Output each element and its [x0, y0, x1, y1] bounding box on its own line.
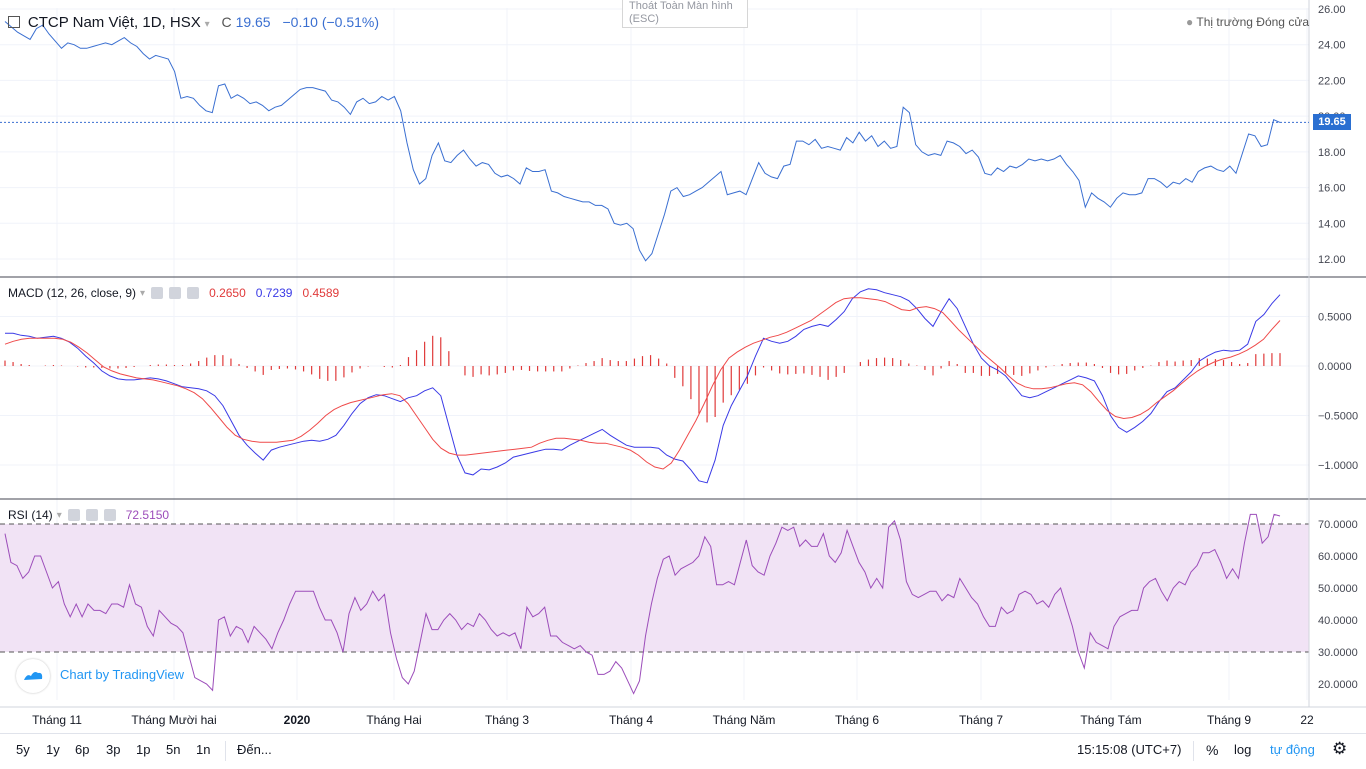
macd-lines [4, 288, 1281, 484]
price-line [4, 21, 1281, 262]
chevron-down-icon[interactable]: ▾ [56, 509, 62, 521]
y-axis: 12.0014.0016.0018.0020.0022.0024.0026.00… [1318, 4, 1358, 691]
percent-scale-toggle[interactable]: % [1206, 742, 1219, 758]
collapse-icon[interactable] [8, 16, 20, 28]
time-tick-label: Tháng 4 [609, 713, 653, 727]
symbol-title[interactable]: CTCP Nam Việt, 1D, HSX [27, 14, 201, 31]
time-tick-label: 2020 [284, 713, 311, 727]
range-button-5n[interactable]: 5n [166, 742, 181, 757]
rsi-title[interactable]: RSI (14) [8, 508, 53, 522]
exit-fullscreen-button[interactable]: Thoát Toàn Màn hình (ESC) [622, 0, 748, 28]
time-tick-label: Tháng Năm [713, 713, 776, 727]
exit-fullscreen-label: Thoát Toàn Màn hình [629, 0, 733, 12]
toolbar-divider [225, 741, 226, 761]
rsi-series [4, 513, 1281, 695]
rsi-tick-label: 20.0000 [1318, 679, 1358, 691]
goto-date-button[interactable]: Đến... [237, 742, 272, 757]
macd-legend: MACD (12, 26, close, 9) ▾ 0.2650 0.7239 … [8, 286, 339, 300]
rsi-tick-label: 30.0000 [1318, 647, 1358, 659]
time-tick-label: Tháng 11 [32, 713, 82, 727]
chart-header: CTCP Nam Việt, 1D, HSX ▾ C 19.65 −0.10 (… [8, 14, 379, 31]
gear-icon[interactable] [169, 287, 182, 299]
range-button-1p[interactable]: 1p [136, 742, 151, 757]
market-status-text: Thị trường Đóng cửa [1196, 15, 1310, 29]
x-axis: Tháng 11 Tháng Mười hai 2020 Tháng Hai Tháng… [32, 713, 1314, 727]
range-button-1y[interactable]: 1y [46, 742, 60, 757]
auto-scale-toggle[interactable]: tự động [1270, 742, 1315, 757]
last-price-tag: 19.65 [1313, 114, 1351, 131]
macd-title[interactable]: MACD (12, 26, close, 9) [8, 286, 137, 300]
time-tick-label: Tháng 9 [1207, 713, 1251, 727]
price-series [4, 21, 1281, 262]
time-tick-label: Tháng 6 [835, 713, 879, 727]
rsi-tick-label: 40.0000 [1318, 615, 1358, 627]
time-tick-label: Tháng 7 [959, 713, 1003, 727]
tradingview-link[interactable]: Chart by TradingView [60, 667, 185, 682]
bottom-toolbar: 5y 1y 6p 3p 1p 5n 1n Đến... 15:15:08 (UT… [0, 733, 1366, 769]
tradingview-logo-icon[interactable] [16, 659, 50, 693]
macd-signal-value: 0.4589 [302, 286, 340, 300]
range-button-3p[interactable]: 3p [106, 742, 121, 757]
macd-tick-label: 0.5000 [1318, 312, 1352, 324]
rsi-band [0, 523, 1309, 653]
time-tick-label: Tháng 3 [485, 713, 529, 727]
rsi-band-fill [0, 524, 1309, 652]
log-scale-toggle[interactable]: log [1234, 742, 1252, 757]
price-tick-label: 26.00 [1318, 4, 1346, 16]
price-tick-label: 14.00 [1318, 218, 1346, 230]
chevron-down-icon[interactable]: ▾ [140, 287, 146, 299]
close-label: C [221, 14, 232, 30]
macd-histogram [4, 335, 1281, 423]
time-tick-label: Tháng Mười hai [131, 713, 216, 727]
price-change: −0.10 (−0.51%) [282, 14, 380, 30]
gear-icon[interactable] [85, 509, 98, 521]
rsi-tick-label: 50.0000 [1318, 583, 1358, 595]
rsi-value: 72.5150 [125, 508, 170, 522]
status-dot-icon: ● [1186, 15, 1194, 29]
macd-value: 0.7239 [255, 286, 293, 300]
macd-tick-label: −0.5000 [1318, 411, 1358, 423]
time-tick-label: 22 [1300, 713, 1314, 727]
toolbar-divider [1193, 741, 1194, 761]
price-tick-label: 16.00 [1318, 183, 1346, 195]
time-tick-label: Tháng Tám [1080, 713, 1141, 727]
macd-tick-label: −1.0000 [1318, 460, 1358, 472]
price-tick-label: 24.00 [1318, 40, 1346, 52]
range-button-1n[interactable]: 1n [196, 742, 211, 757]
rsi-tick-label: 60.0000 [1318, 551, 1358, 563]
rsi-tick-label: 70.0000 [1318, 519, 1358, 531]
close-value: 19.65 [235, 14, 271, 30]
market-status: ● Thị trường Đóng cửa [1186, 15, 1309, 29]
price-tick-label: 22.00 [1318, 75, 1346, 87]
macd-hist-value: 0.2650 [209, 286, 246, 300]
rsi-line [4, 513, 1281, 695]
chevron-down-icon[interactable]: ▾ [204, 19, 210, 30]
clock-display[interactable]: 15:15:08 (UTC+7) [1077, 742, 1182, 757]
price-tick-label: 12.00 [1318, 254, 1346, 266]
range-button-5y[interactable]: 5y [16, 742, 30, 757]
range-button-6p[interactable]: 6p [75, 742, 90, 757]
eye-icon[interactable] [67, 509, 80, 521]
rsi-legend: RSI (14) ▾ 72.5150 [8, 508, 169, 522]
macd-line [5, 288, 1281, 484]
signal-line [4, 297, 1281, 470]
price-tick-label: 18.00 [1318, 147, 1346, 159]
eye-icon[interactable] [151, 287, 164, 299]
macd-tick-label: 0.0000 [1318, 361, 1352, 373]
close-icon[interactable] [103, 509, 116, 521]
exit-fullscreen-hint: (ESC) [629, 13, 659, 25]
gear-icon[interactable]: ⚙ [1332, 739, 1348, 758]
time-tick-label: Tháng Hai [366, 713, 421, 727]
close-icon[interactable] [187, 287, 200, 299]
